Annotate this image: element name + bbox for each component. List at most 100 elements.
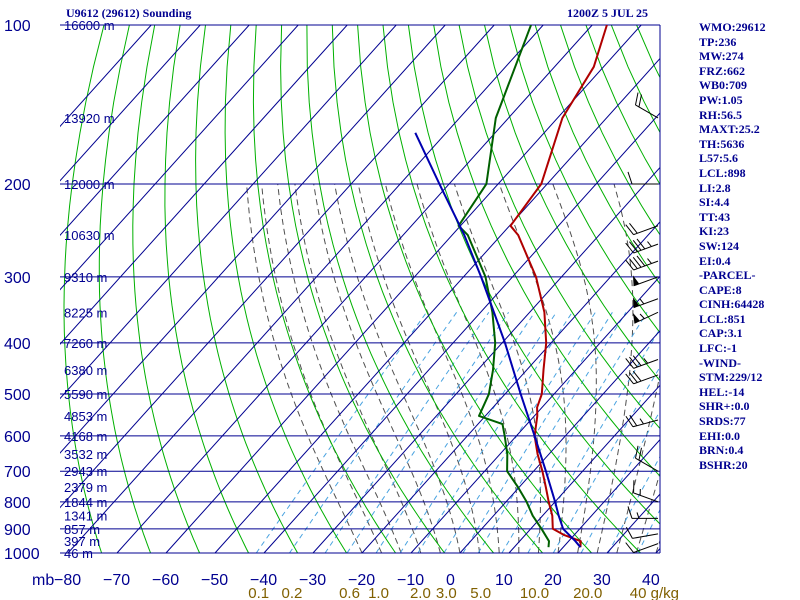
height-label: 2379 m [64,480,107,495]
isotherm-line [60,25,348,345]
temperature-tick-label: −60 [152,572,179,589]
index-line: -WIND- [699,355,741,370]
pressure-tick-label: 900 [4,522,31,539]
wind-barbs [625,92,659,554]
pressure-tick-label: 800 [4,495,31,512]
wind-barb-flag [625,224,634,235]
wind-barb-flag [625,542,634,553]
dry-adiabat-line [534,25,660,285]
pressure-tick-label: 400 [4,336,31,353]
pressure-tick-label: 300 [4,270,31,287]
height-label: 6380 m [64,363,107,378]
index-line: EHI:0.0 [699,428,741,443]
index-line: EI:0.4 [699,253,731,268]
dry-adiabat-line [357,25,592,554]
pressure-tick-label: 500 [4,387,31,404]
wind-barb-half-flag [639,418,644,425]
height-label: 13920 m [64,111,115,126]
wind-barb-half-flag [643,357,649,364]
isotherm-line [165,25,642,554]
moist-adiabat-line [294,183,422,554]
pressure-tick-label: 100 [4,18,31,35]
index-line: MAXT:25.2 [699,122,760,137]
mixing-ratio-tick-label: 5.0 [470,585,491,600]
index-line: WMO:29612 [699,20,766,34]
index-line: LCL:898 [699,165,746,180]
isotherm-line [116,25,593,554]
wind-barb-flag [632,257,642,268]
mixing-ratio-tick-label: 10.0 [520,585,549,600]
moist-adiabat-line [635,471,660,554]
index-line: HEL:-14 [699,384,745,399]
height-label: 3532 m [64,447,107,462]
profile-series-1 [509,25,608,548]
index-line: WB0:709 [699,78,747,93]
wind-barb-half-flag [647,241,652,247]
index-line: CAP:3.1 [699,326,743,341]
index-line: SRDS:77 [699,414,746,429]
temperature-tick-label: −20 [348,572,375,589]
mixing-ratio-line [346,312,510,554]
wind-barb-flag [629,356,638,368]
dry-adiabat-line [98,25,152,554]
isobars [60,24,661,554]
temperature-tick-label: 40 [642,572,660,589]
mixing-ratio-line [552,366,660,554]
mixing-ratio-tick-label: 3.0 [436,585,457,600]
wind-barb-half-flag [647,258,652,264]
temperature-tick-label: −70 [103,572,130,589]
dry-adiabat-line [433,25,660,477]
dry-adiabat-line [164,25,250,554]
wind-barb-staff [633,543,659,554]
mixing-ratio-tick-label: 2.0 [410,585,431,600]
isotherm-line [263,112,660,554]
wind-barb-half-flag [639,298,645,305]
moist-adiabat-line [596,183,634,554]
index-line: KI:23 [699,224,729,239]
wind-barb-pennant [632,312,640,324]
temperature-tick-label: 30 [593,572,611,589]
sounding-time: 1200Z 5 JUL 25 [567,6,649,20]
height-label: 4853 m [64,409,107,424]
mixing-ratio-line [289,312,458,554]
temperature-tick-label: −80 [54,572,81,589]
wind-barb-staff [632,533,659,539]
temperature-tick-label: −40 [250,572,277,589]
mixing-ratio-tick-label: 40 g/kg [630,585,679,600]
mixing-ratio-tick-label: 0.6 [339,585,360,600]
wind-barb-flag [625,415,634,428]
height-label: 46 m [64,546,93,561]
mixing-ratio-tick-label: 0.2 [282,585,303,600]
dry-adiabat-line [382,25,641,554]
mixing-ratio-lines [255,312,660,554]
mixing-ratio-line [477,312,627,554]
temperature-tick-label: 10 [495,572,513,589]
dry-adiabat-line [484,25,660,382]
dry-adiabat-line [195,25,299,554]
mixing-ratio-line [462,312,613,554]
height-label: 1341 m [64,509,107,524]
wind-barb-flag [629,241,638,252]
index-line: SHR+:0.0 [699,399,750,414]
index-line: FRZ:662 [699,63,745,78]
mixing-ratio-line [399,312,557,554]
index-line: TH:5636 [699,136,745,151]
wind-barb-flag [638,447,642,461]
dry-adiabat-line [252,25,397,554]
index-line: L57:5.6 [699,151,738,166]
index-line: CAPE:8 [699,282,742,297]
pressure-tick-label: 1000 [4,546,40,563]
index-line: STM:229/12 [699,370,763,385]
wind-barb-flag [629,414,638,427]
wind-barb-flag [629,372,638,383]
wind-barb-flag [629,258,638,269]
wind-barb-staff [633,260,659,271]
wind-barb-pennant [632,297,640,308]
wind-barb-flag [629,223,638,234]
index-line: -PARCEL- [699,268,756,283]
wind-barb-flag [632,355,642,366]
moist-adiabat-line [246,183,363,554]
index-line: LFC:-1 [699,341,737,356]
dry-adiabat-line [458,25,660,430]
